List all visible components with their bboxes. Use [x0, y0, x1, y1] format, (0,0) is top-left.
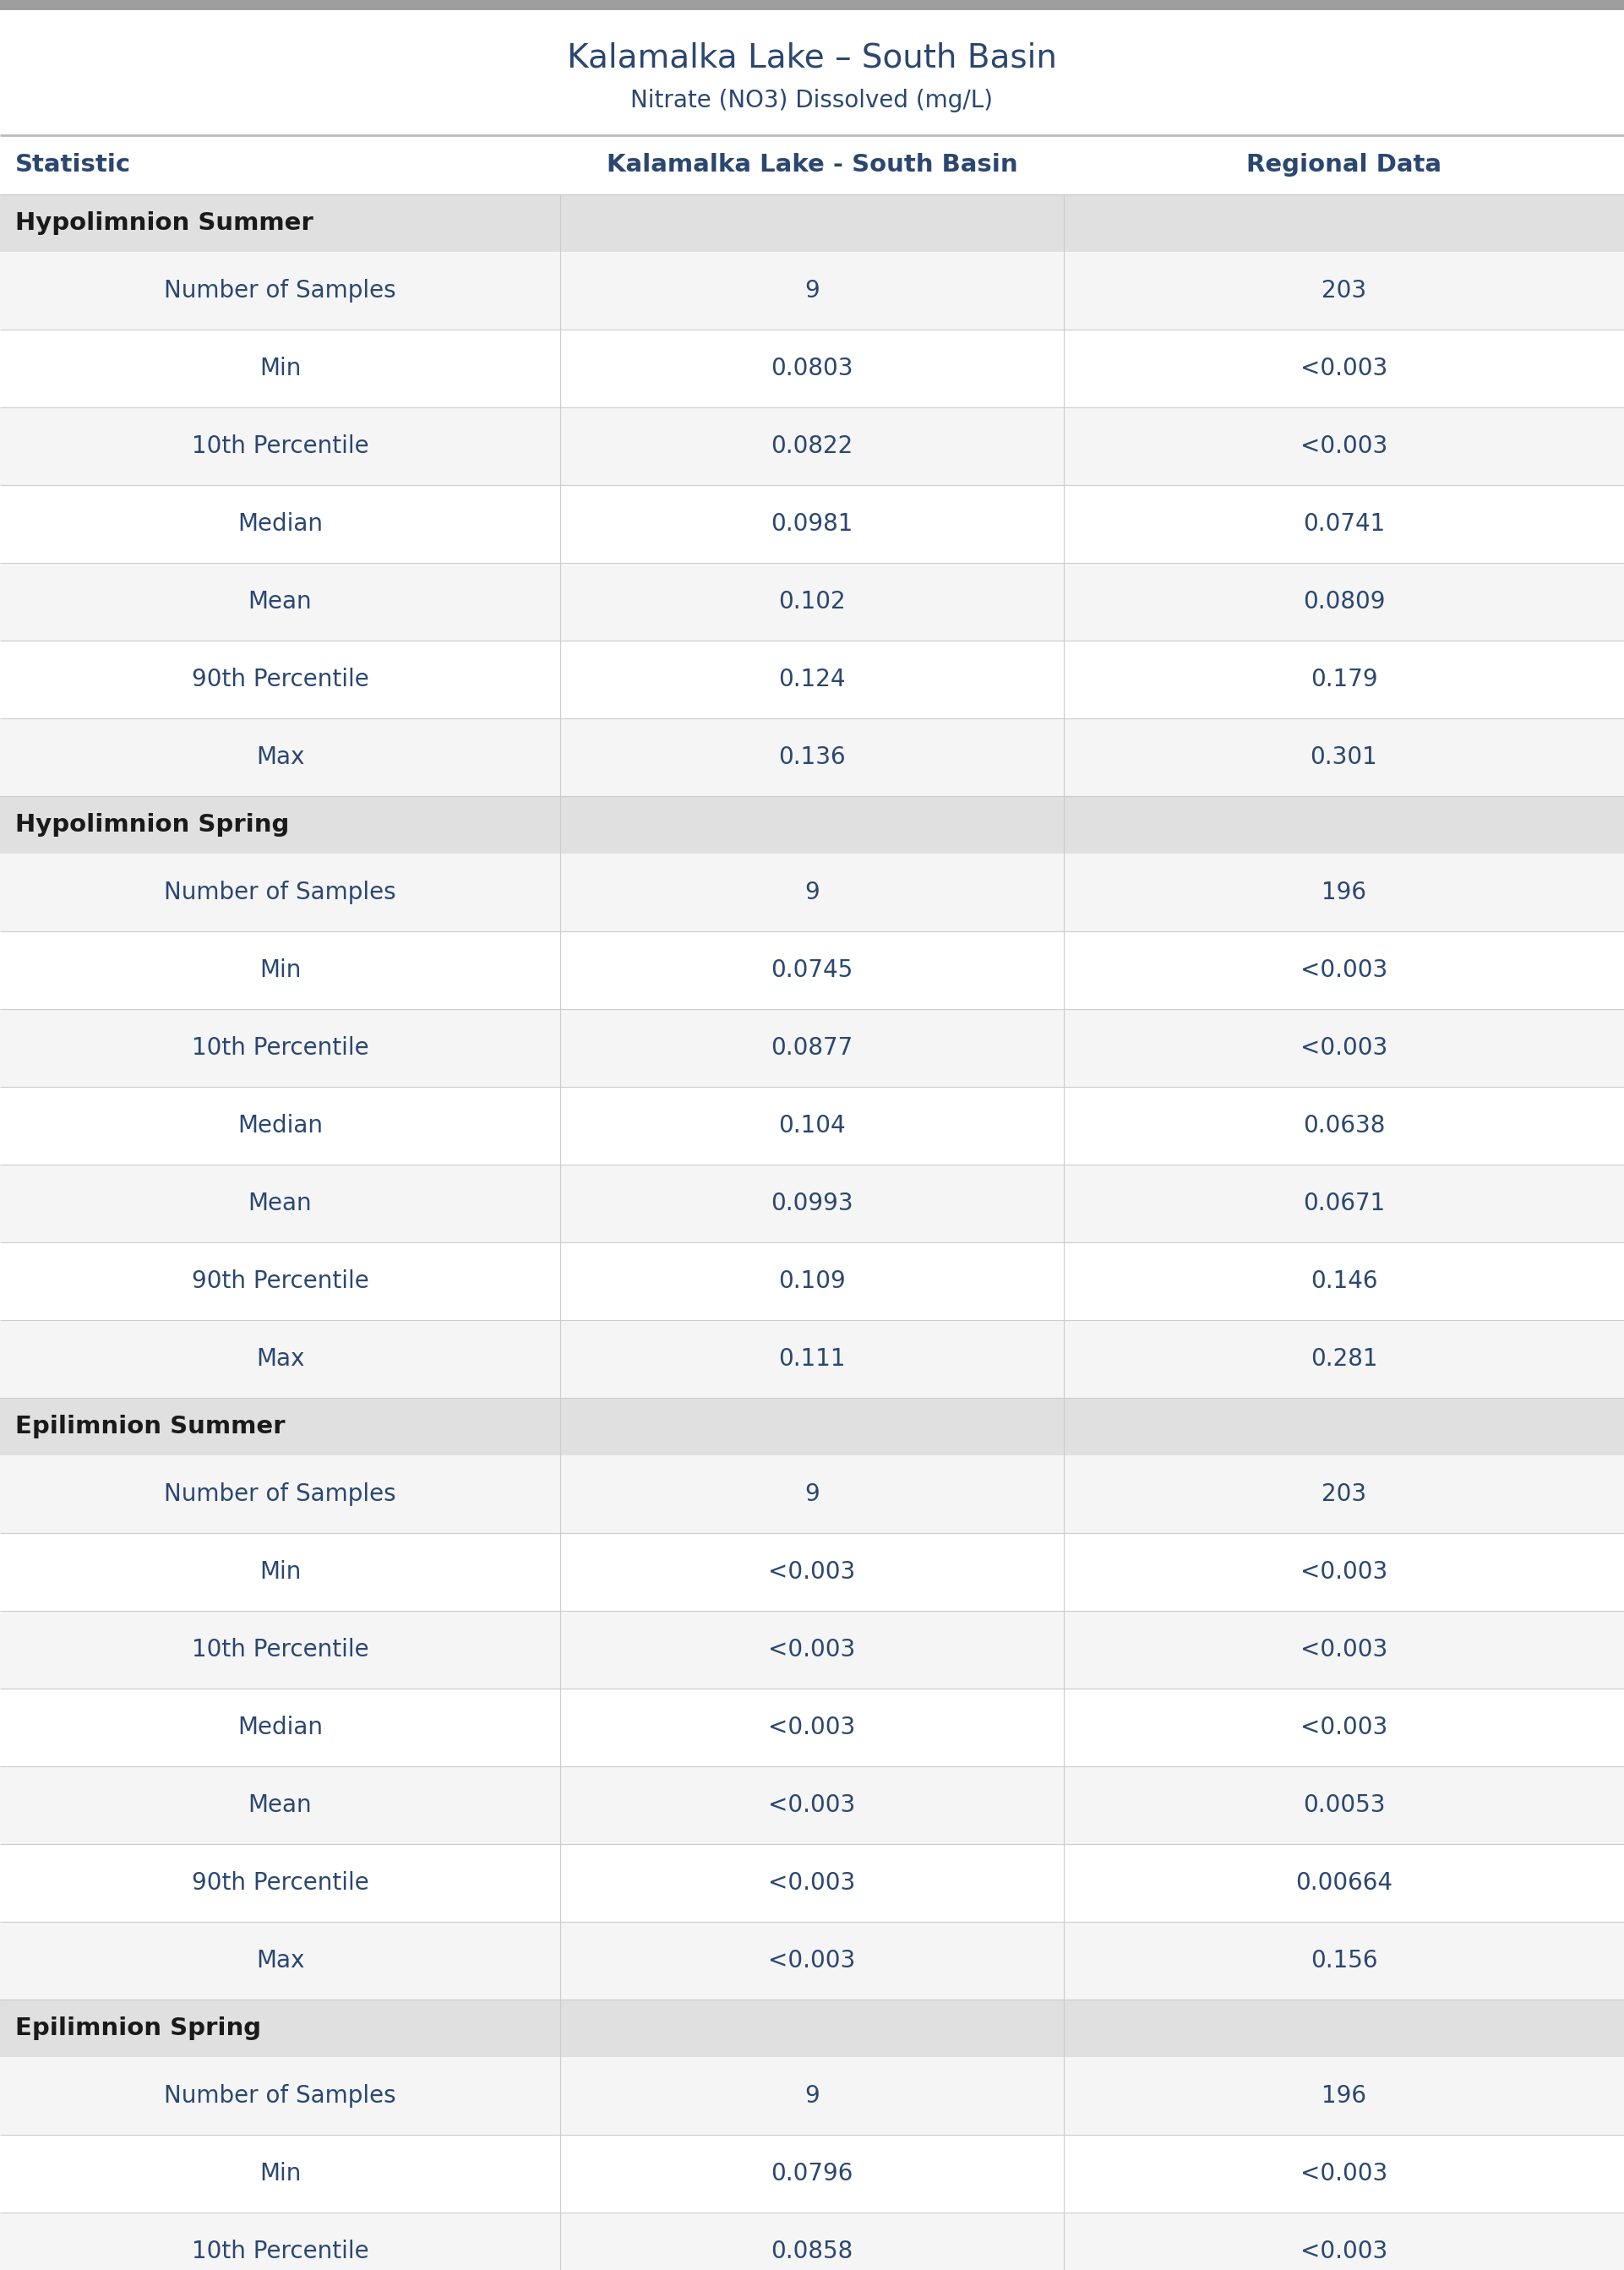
Text: 10th Percentile: 10th Percentile — [192, 2240, 369, 2263]
Text: <0.003: <0.003 — [768, 1950, 856, 1973]
Text: 9: 9 — [804, 279, 820, 302]
Text: Number of Samples: Number of Samples — [164, 881, 396, 903]
Text: 9: 9 — [804, 1482, 820, 1505]
Text: Max: Max — [257, 1346, 304, 1371]
Text: <0.003: <0.003 — [1301, 434, 1387, 459]
Text: <0.003: <0.003 — [1301, 2240, 1387, 2263]
Text: <0.003: <0.003 — [1301, 1716, 1387, 1739]
Text: 90th Percentile: 90th Percentile — [192, 1870, 369, 1895]
Text: 0.179: 0.179 — [1311, 667, 1377, 692]
Text: 0.0981: 0.0981 — [771, 513, 853, 536]
Text: Nitrate (NO3) Dissolved (mg/L): Nitrate (NO3) Dissolved (mg/L) — [630, 89, 994, 111]
Text: 90th Percentile: 90th Percentile — [192, 667, 369, 692]
Text: <0.003: <0.003 — [768, 1639, 856, 1662]
Text: 0.0803: 0.0803 — [771, 356, 853, 381]
Text: 0.0741: 0.0741 — [1302, 513, 1385, 536]
Text: 9: 9 — [804, 881, 820, 903]
Text: <0.003: <0.003 — [768, 1559, 856, 1584]
Text: Min: Min — [260, 1559, 300, 1584]
Text: 0.156: 0.156 — [1311, 1950, 1377, 1973]
Text: 0.146: 0.146 — [1311, 1269, 1377, 1294]
Text: 0.0809: 0.0809 — [1302, 590, 1385, 613]
Text: 10th Percentile: 10th Percentile — [192, 1035, 369, 1060]
Text: 0.301: 0.301 — [1311, 745, 1377, 770]
Text: Number of Samples: Number of Samples — [164, 1482, 396, 1505]
Text: 0.0638: 0.0638 — [1302, 1115, 1385, 1137]
Text: Min: Min — [260, 2161, 300, 2186]
Text: Median: Median — [237, 1716, 323, 1739]
Text: 0.0993: 0.0993 — [771, 1192, 853, 1214]
Text: Regional Data: Regional Data — [1246, 152, 1442, 177]
Text: 0.0877: 0.0877 — [771, 1035, 853, 1060]
Text: 0.0053: 0.0053 — [1302, 1793, 1385, 1816]
Text: 0.136: 0.136 — [778, 745, 846, 770]
Text: 0.111: 0.111 — [778, 1346, 846, 1371]
Text: Kalamalka Lake – South Basin: Kalamalka Lake – South Basin — [567, 41, 1057, 73]
Text: <0.003: <0.003 — [768, 1870, 856, 1895]
Text: 203: 203 — [1322, 279, 1366, 302]
Text: Hypolimnion Spring: Hypolimnion Spring — [15, 813, 289, 838]
Text: 90th Percentile: 90th Percentile — [192, 1269, 369, 1294]
Text: 0.102: 0.102 — [778, 590, 846, 613]
Text: Min: Min — [260, 356, 300, 381]
Text: Hypolimnion Summer: Hypolimnion Summer — [15, 211, 313, 234]
Text: 0.109: 0.109 — [778, 1269, 846, 1294]
Text: Kalamalka Lake - South Basin: Kalamalka Lake - South Basin — [606, 152, 1018, 177]
Text: Epilimnion Spring: Epilimnion Spring — [15, 2016, 261, 2041]
Text: Min: Min — [260, 958, 300, 983]
Text: Statistic: Statistic — [15, 152, 132, 177]
Text: <0.003: <0.003 — [1301, 2161, 1387, 2186]
Text: Number of Samples: Number of Samples — [164, 2084, 396, 2109]
Text: <0.003: <0.003 — [768, 1793, 856, 1816]
Text: 0.0858: 0.0858 — [771, 2240, 853, 2263]
Text: Mean: Mean — [248, 1793, 312, 1816]
Text: 196: 196 — [1322, 881, 1366, 903]
Text: Max: Max — [257, 745, 304, 770]
Text: Epilimnion Summer: Epilimnion Summer — [15, 1414, 286, 1439]
Text: 0.0822: 0.0822 — [771, 434, 853, 459]
Text: 0.124: 0.124 — [778, 667, 846, 692]
Text: <0.003: <0.003 — [1301, 356, 1387, 381]
Text: 0.0671: 0.0671 — [1302, 1192, 1385, 1214]
Text: 10th Percentile: 10th Percentile — [192, 434, 369, 459]
Text: 0.0796: 0.0796 — [771, 2161, 853, 2186]
Text: Mean: Mean — [248, 1192, 312, 1214]
Text: Median: Median — [237, 513, 323, 536]
Text: <0.003: <0.003 — [768, 1716, 856, 1739]
Text: Median: Median — [237, 1115, 323, 1137]
Text: 0.00664: 0.00664 — [1296, 1870, 1392, 1895]
Text: 9: 9 — [804, 2084, 820, 2109]
Text: 0.281: 0.281 — [1311, 1346, 1377, 1371]
Text: 0.104: 0.104 — [778, 1115, 846, 1137]
Text: <0.003: <0.003 — [1301, 958, 1387, 983]
Text: 10th Percentile: 10th Percentile — [192, 1639, 369, 1662]
Text: Mean: Mean — [248, 590, 312, 613]
Text: <0.003: <0.003 — [1301, 1559, 1387, 1584]
Text: Max: Max — [257, 1950, 304, 1973]
Text: <0.003: <0.003 — [1301, 1035, 1387, 1060]
Text: Number of Samples: Number of Samples — [164, 279, 396, 302]
Text: <0.003: <0.003 — [1301, 1639, 1387, 1662]
Text: 0.0745: 0.0745 — [771, 958, 853, 983]
Text: 196: 196 — [1322, 2084, 1366, 2109]
Text: 203: 203 — [1322, 1482, 1366, 1505]
